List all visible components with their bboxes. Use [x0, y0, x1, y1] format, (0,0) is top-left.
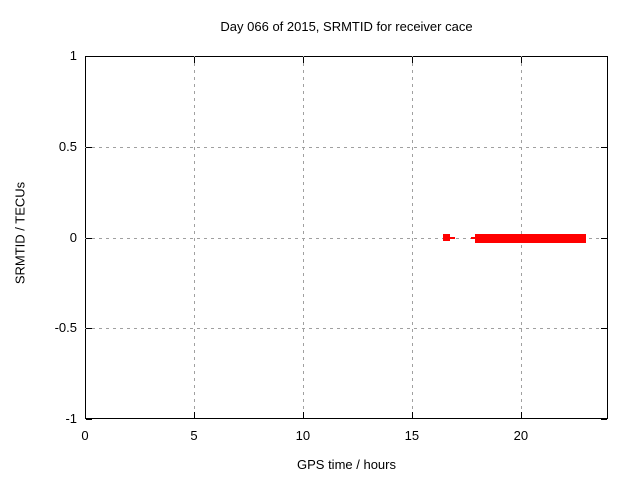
- x-tick-label: 10: [295, 428, 311, 443]
- chart-title: Day 066 of 2015, SRMTID for receiver cac…: [220, 19, 473, 34]
- y-tick-label: -0.5: [54, 320, 77, 336]
- x-tick-mark-bottom: [520, 412, 522, 418]
- x-tick-mark-top: [520, 57, 522, 63]
- x-tick-mark-bottom: [85, 412, 86, 418]
- gridline-horizontal: [85, 237, 608, 239]
- y-tick-label: 0.5: [58, 138, 77, 154]
- x-tick-label: 15: [404, 428, 420, 443]
- data-run-bar: [475, 233, 587, 243]
- gridline-horizontal: [85, 146, 608, 148]
- x-tick-mark-bottom: [411, 412, 413, 418]
- y-tick-mark-left: [86, 328, 92, 330]
- y-tick-label: 1: [69, 48, 77, 63]
- y-tick-mark-right: [601, 146, 607, 148]
- y-tick-label: 0: [69, 229, 77, 245]
- x-tick-mark-top: [411, 57, 413, 63]
- y-tick-mark-left: [86, 419, 92, 420]
- y-tick-mark-right: [601, 419, 607, 420]
- x-tick-label: 20: [513, 428, 529, 443]
- y-tick-mark-right: [601, 56, 607, 57]
- x-tick-label: 0: [81, 428, 89, 443]
- y-tick-mark-right: [601, 237, 607, 239]
- y-tick-mark-right: [601, 328, 607, 330]
- x-tick-mark-top: [85, 57, 86, 63]
- y-axis-title: SRMTID / TECUs: [12, 181, 28, 285]
- x-tick-mark-bottom: [193, 412, 195, 418]
- x-tick-label: 5: [190, 428, 198, 443]
- y-tick-mark-left: [86, 56, 92, 57]
- y-tick-label: -1: [65, 411, 77, 426]
- y-tick-mark-left: [86, 146, 92, 148]
- x-tick-mark-bottom: [302, 412, 304, 418]
- x-axis-title: GPS time / hours: [297, 457, 396, 472]
- data-point-marker: [443, 234, 451, 241]
- x-tick-mark-top: [193, 57, 195, 63]
- gridline-horizontal: [85, 328, 608, 330]
- x-tick-mark-top: [302, 57, 304, 63]
- y-tick-mark-left: [86, 237, 92, 239]
